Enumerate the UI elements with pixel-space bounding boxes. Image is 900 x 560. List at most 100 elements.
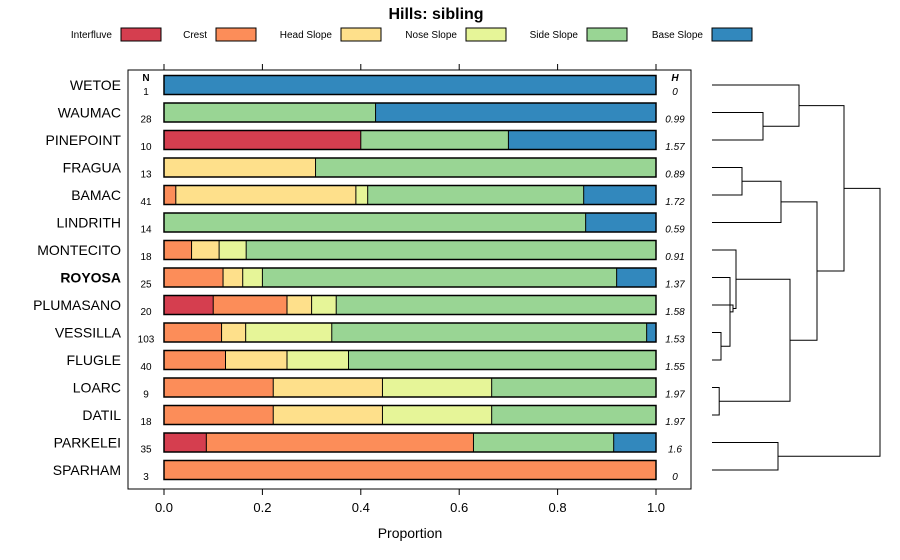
n-value: 18	[140, 417, 152, 428]
bar-segment	[315, 158, 656, 177]
legend-label: Head Slope	[280, 30, 333, 41]
dendrogram	[712, 84, 881, 471]
row-label: ROYOSA	[60, 270, 121, 286]
bar-segment	[164, 433, 207, 452]
bar-segment	[382, 378, 492, 397]
bar-segment	[646, 323, 656, 342]
row-label: WETOE	[70, 77, 121, 93]
x-tick-label: 0.2	[253, 500, 271, 515]
h-value: 0.91	[665, 252, 684, 263]
n-value: 18	[140, 252, 152, 263]
bar-outline	[163, 294, 657, 316]
bar-segment	[287, 350, 349, 370]
bar-segment	[273, 378, 383, 397]
bar-outline	[163, 377, 657, 398]
bar-segment	[382, 405, 492, 425]
bar-segment	[164, 405, 274, 425]
bar-segment	[262, 268, 617, 287]
h-value: 1.37	[665, 280, 685, 291]
bar-outline	[163, 157, 657, 178]
h-column-header: H	[671, 73, 679, 84]
dendrogram-branch	[712, 249, 737, 309]
bar-segment	[164, 213, 586, 232]
row-label: PARKELEI	[54, 435, 121, 451]
bar-segment	[206, 433, 474, 452]
n-value: 25	[140, 280, 152, 291]
bar-segment	[164, 460, 656, 480]
bar-outline	[163, 184, 657, 206]
chart-title: Hills: sibling	[388, 6, 483, 23]
x-axis: 0.0 0.2 0.4 0.6 0.8 1.0	[155, 64, 665, 515]
legend-swatch	[120, 27, 162, 42]
row-label: LOARC	[73, 380, 121, 396]
bar-segment	[375, 103, 656, 122]
bar-segment	[164, 268, 224, 287]
bar-segment	[164, 295, 214, 315]
bar-segment	[331, 323, 647, 342]
h-value: 0.99	[665, 115, 685, 126]
bar-outline	[163, 404, 657, 426]
bar-segment	[311, 295, 337, 315]
bar-segment	[508, 130, 656, 150]
h-value: 1.72	[665, 197, 685, 208]
bar-segment	[367, 185, 584, 205]
h-value: 1.57	[665, 142, 685, 153]
bar-segment	[164, 130, 361, 150]
bar-outline	[163, 102, 657, 123]
x-tick-label: 0.0	[155, 500, 173, 515]
x-tick-label: 0.4	[352, 500, 370, 515]
legend-swatch	[215, 27, 257, 42]
row-label: WAUMAC	[58, 105, 121, 121]
row-label: MONTECITO	[37, 242, 121, 258]
bar-outline	[163, 459, 657, 481]
legend-swatch	[465, 27, 507, 42]
h-value: 0	[672, 87, 678, 98]
bar-segment	[245, 323, 332, 342]
row-label: VESSILLA	[55, 325, 122, 341]
h-value: 1.6	[668, 445, 682, 456]
bar-outline	[163, 267, 657, 288]
legend: Interfluve Crest Head Slope Nose Slope Side …	[71, 27, 753, 42]
bar-segment	[164, 185, 176, 205]
row-label: SPARHAM	[53, 462, 121, 478]
bar-segment	[355, 185, 368, 205]
h-value: 1.58	[665, 307, 685, 318]
row-label: PLUMASANO	[33, 297, 121, 313]
bar-segment	[348, 350, 656, 370]
h-value: 0.59	[665, 225, 685, 236]
n-value: 35	[140, 445, 152, 456]
bar-segment	[223, 268, 243, 287]
row-label: FLUGLE	[67, 352, 121, 368]
n-value: 20	[140, 307, 152, 318]
n-value: 41	[140, 197, 152, 208]
bar-segment	[583, 185, 656, 205]
h-value: 1.97	[665, 390, 685, 401]
bar-segment	[287, 295, 312, 315]
row-label: PINEPOINT	[46, 132, 122, 148]
bar-outline	[163, 74, 657, 96]
bar-segment	[213, 295, 287, 315]
bar-segment	[175, 185, 356, 205]
bar-segment	[221, 323, 246, 342]
row-label: BAMAC	[71, 187, 121, 203]
legend-label: Nose Slope	[405, 30, 457, 41]
bar-segment	[585, 213, 656, 232]
bar-outline	[163, 239, 657, 261]
dendrogram-branch	[712, 332, 722, 361]
bar-outline	[163, 349, 657, 371]
n-value: 1	[143, 87, 149, 98]
bar-segment	[616, 268, 656, 287]
bar-segment	[164, 350, 226, 370]
legend-swatch	[586, 27, 628, 42]
x-tick-label: 0.6	[450, 500, 468, 515]
h-value: 0	[672, 472, 678, 483]
n-value: 10	[140, 142, 152, 153]
bar-segment	[219, 240, 247, 260]
bar-segment	[164, 158, 316, 177]
bar-outline	[163, 432, 657, 453]
row-label: DATIL	[82, 407, 121, 423]
bar-segment	[491, 378, 656, 397]
bar-segment	[246, 240, 656, 260]
